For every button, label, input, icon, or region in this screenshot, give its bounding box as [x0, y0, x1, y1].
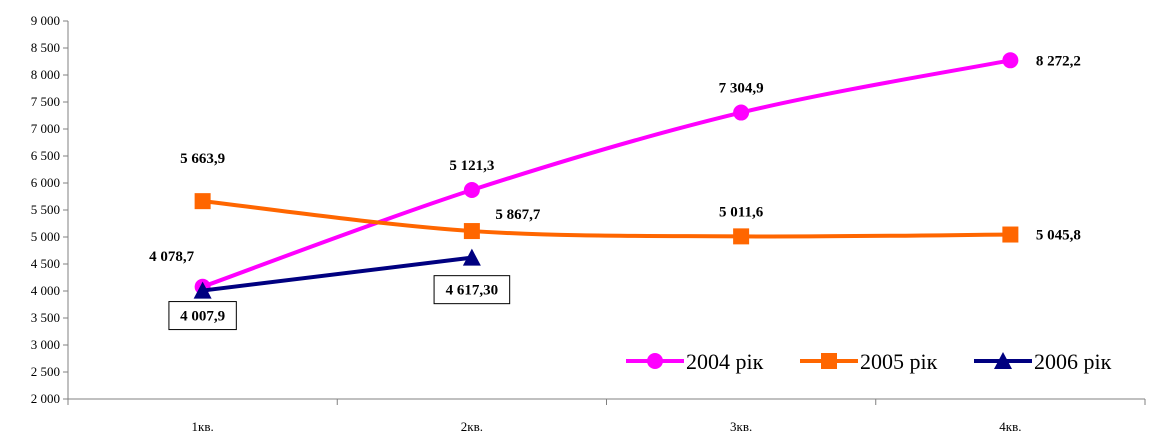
- x-tick-label: 1кв.: [192, 419, 214, 434]
- data-label: 5 011,6: [719, 204, 764, 220]
- series-1-point: [1002, 52, 1019, 69]
- y-tick-label: 3 000: [31, 337, 60, 352]
- series-2-point: [1002, 226, 1019, 243]
- series-2-point: [733, 228, 750, 245]
- data-label: 8 272,2: [1036, 53, 1081, 69]
- y-tick-label: 9 000: [31, 13, 60, 28]
- data-label: 4 007,9: [180, 309, 225, 325]
- data-label: 5 867,7: [495, 207, 541, 223]
- data-label-box: [168, 301, 237, 331]
- data-label: 4 078,7: [149, 249, 195, 265]
- series-line-1: [201, 58, 1011, 289]
- y-tick-label: 2 000: [31, 391, 60, 406]
- data-label: 5 045,8: [1036, 228, 1081, 244]
- y-tick-label: 7 500: [31, 94, 60, 109]
- y-tick-label: 8 500: [31, 40, 60, 55]
- legend-label-2: 2005 рік: [860, 349, 938, 374]
- y-tick-label: 5 000: [31, 229, 60, 244]
- y-tick-label: 8 000: [31, 67, 60, 82]
- legend-marker-2: [821, 353, 837, 369]
- x-tick-label: 3кв.: [730, 419, 752, 434]
- y-tick-label: 3 500: [31, 310, 60, 325]
- data-label: 5 663,9: [180, 151, 225, 167]
- series-2-point: [194, 193, 211, 210]
- series-line-3: [202, 255, 473, 293]
- data-label: 4 617,30: [446, 283, 499, 299]
- y-tick-label: 7 000: [31, 121, 60, 136]
- legend-label-1: 2004 рік: [686, 349, 764, 374]
- series-1-point: [463, 182, 480, 199]
- x-tick-label: 4кв.: [999, 419, 1021, 434]
- data-label: 7 304,9: [719, 81, 764, 97]
- series-3-point: [462, 248, 481, 266]
- y-tick-label: 5 500: [31, 202, 60, 217]
- data-label: 5 121,3: [449, 158, 494, 174]
- y-tick-label: 6 000: [31, 175, 60, 190]
- legend-label-3: 2006 рік: [1034, 349, 1112, 374]
- series-1-point: [733, 104, 750, 121]
- data-label-box: [433, 275, 511, 305]
- series-2-point: [463, 223, 480, 240]
- series-line-2: [202, 199, 1011, 239]
- y-tick-label: 2 500: [31, 364, 60, 379]
- y-tick-label: 4 000: [31, 283, 60, 298]
- x-tick-label: 2кв.: [461, 419, 483, 434]
- legend-marker-1: [647, 353, 663, 369]
- series-3-point: [193, 281, 212, 299]
- legend-marker-3: [994, 352, 1012, 369]
- y-tick-label: 4 500: [31, 256, 60, 271]
- y-tick-label: 6 500: [31, 148, 60, 163]
